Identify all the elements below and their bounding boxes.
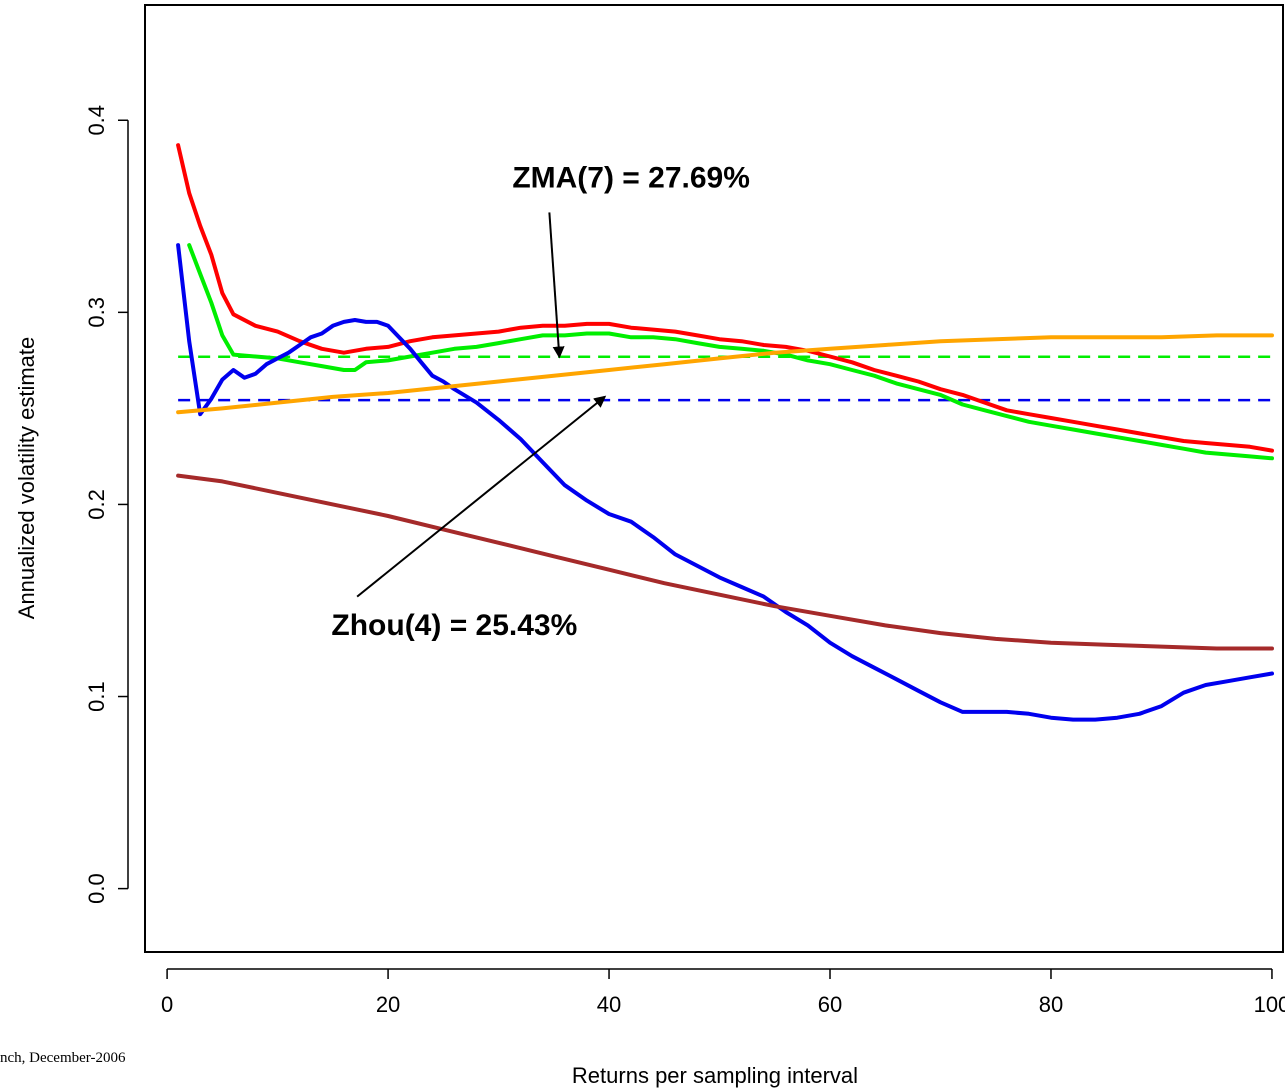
annotation-label: ZMA(7) = 27.69% <box>512 161 750 194</box>
y-tick-label: 0.1 <box>84 681 109 712</box>
y-axis-title: Annualized volatility estimate <box>14 337 39 619</box>
x-tick-label: 40 <box>597 992 621 1017</box>
x-tick-label: 20 <box>376 992 400 1017</box>
reference-lines <box>178 355 1272 402</box>
series-layer <box>176 143 1274 722</box>
series-line <box>176 243 1274 722</box>
series-line <box>176 333 1274 415</box>
x-axis-title: Returns per sampling interval <box>572 1063 858 1088</box>
x-tick-label: 60 <box>818 992 842 1017</box>
footer-note: nch, December-2006 <box>0 1050 126 1066</box>
y-tick-label: 0.3 <box>84 297 109 328</box>
y-axis: 0.0 0.1 0.2 0.3 0.4 <box>84 105 129 904</box>
annotation-label: Zhou(4) = 25.43% <box>331 609 577 642</box>
series-line <box>187 243 1274 461</box>
series-line <box>176 473 1274 651</box>
x-tick-label: 100 <box>1254 992 1285 1017</box>
y-tick-label: 0.4 <box>84 105 109 136</box>
x-tick-label: 0 <box>161 992 173 1017</box>
x-axis: 0 20 40 60 80 100 <box>161 968 1285 1017</box>
annotations: ZMA(7) = 27.69% Zhou(4) = 25.43% <box>331 161 750 642</box>
series-line <box>176 143 1274 453</box>
annotation-arrow <box>548 212 565 359</box>
y-tick-label: 0.0 <box>84 873 109 904</box>
annotation-arrow <box>356 395 607 598</box>
x-tick-label: 80 <box>1039 992 1063 1017</box>
y-tick-label: 0.2 <box>84 489 109 520</box>
plot-frame <box>144 4 1284 953</box>
